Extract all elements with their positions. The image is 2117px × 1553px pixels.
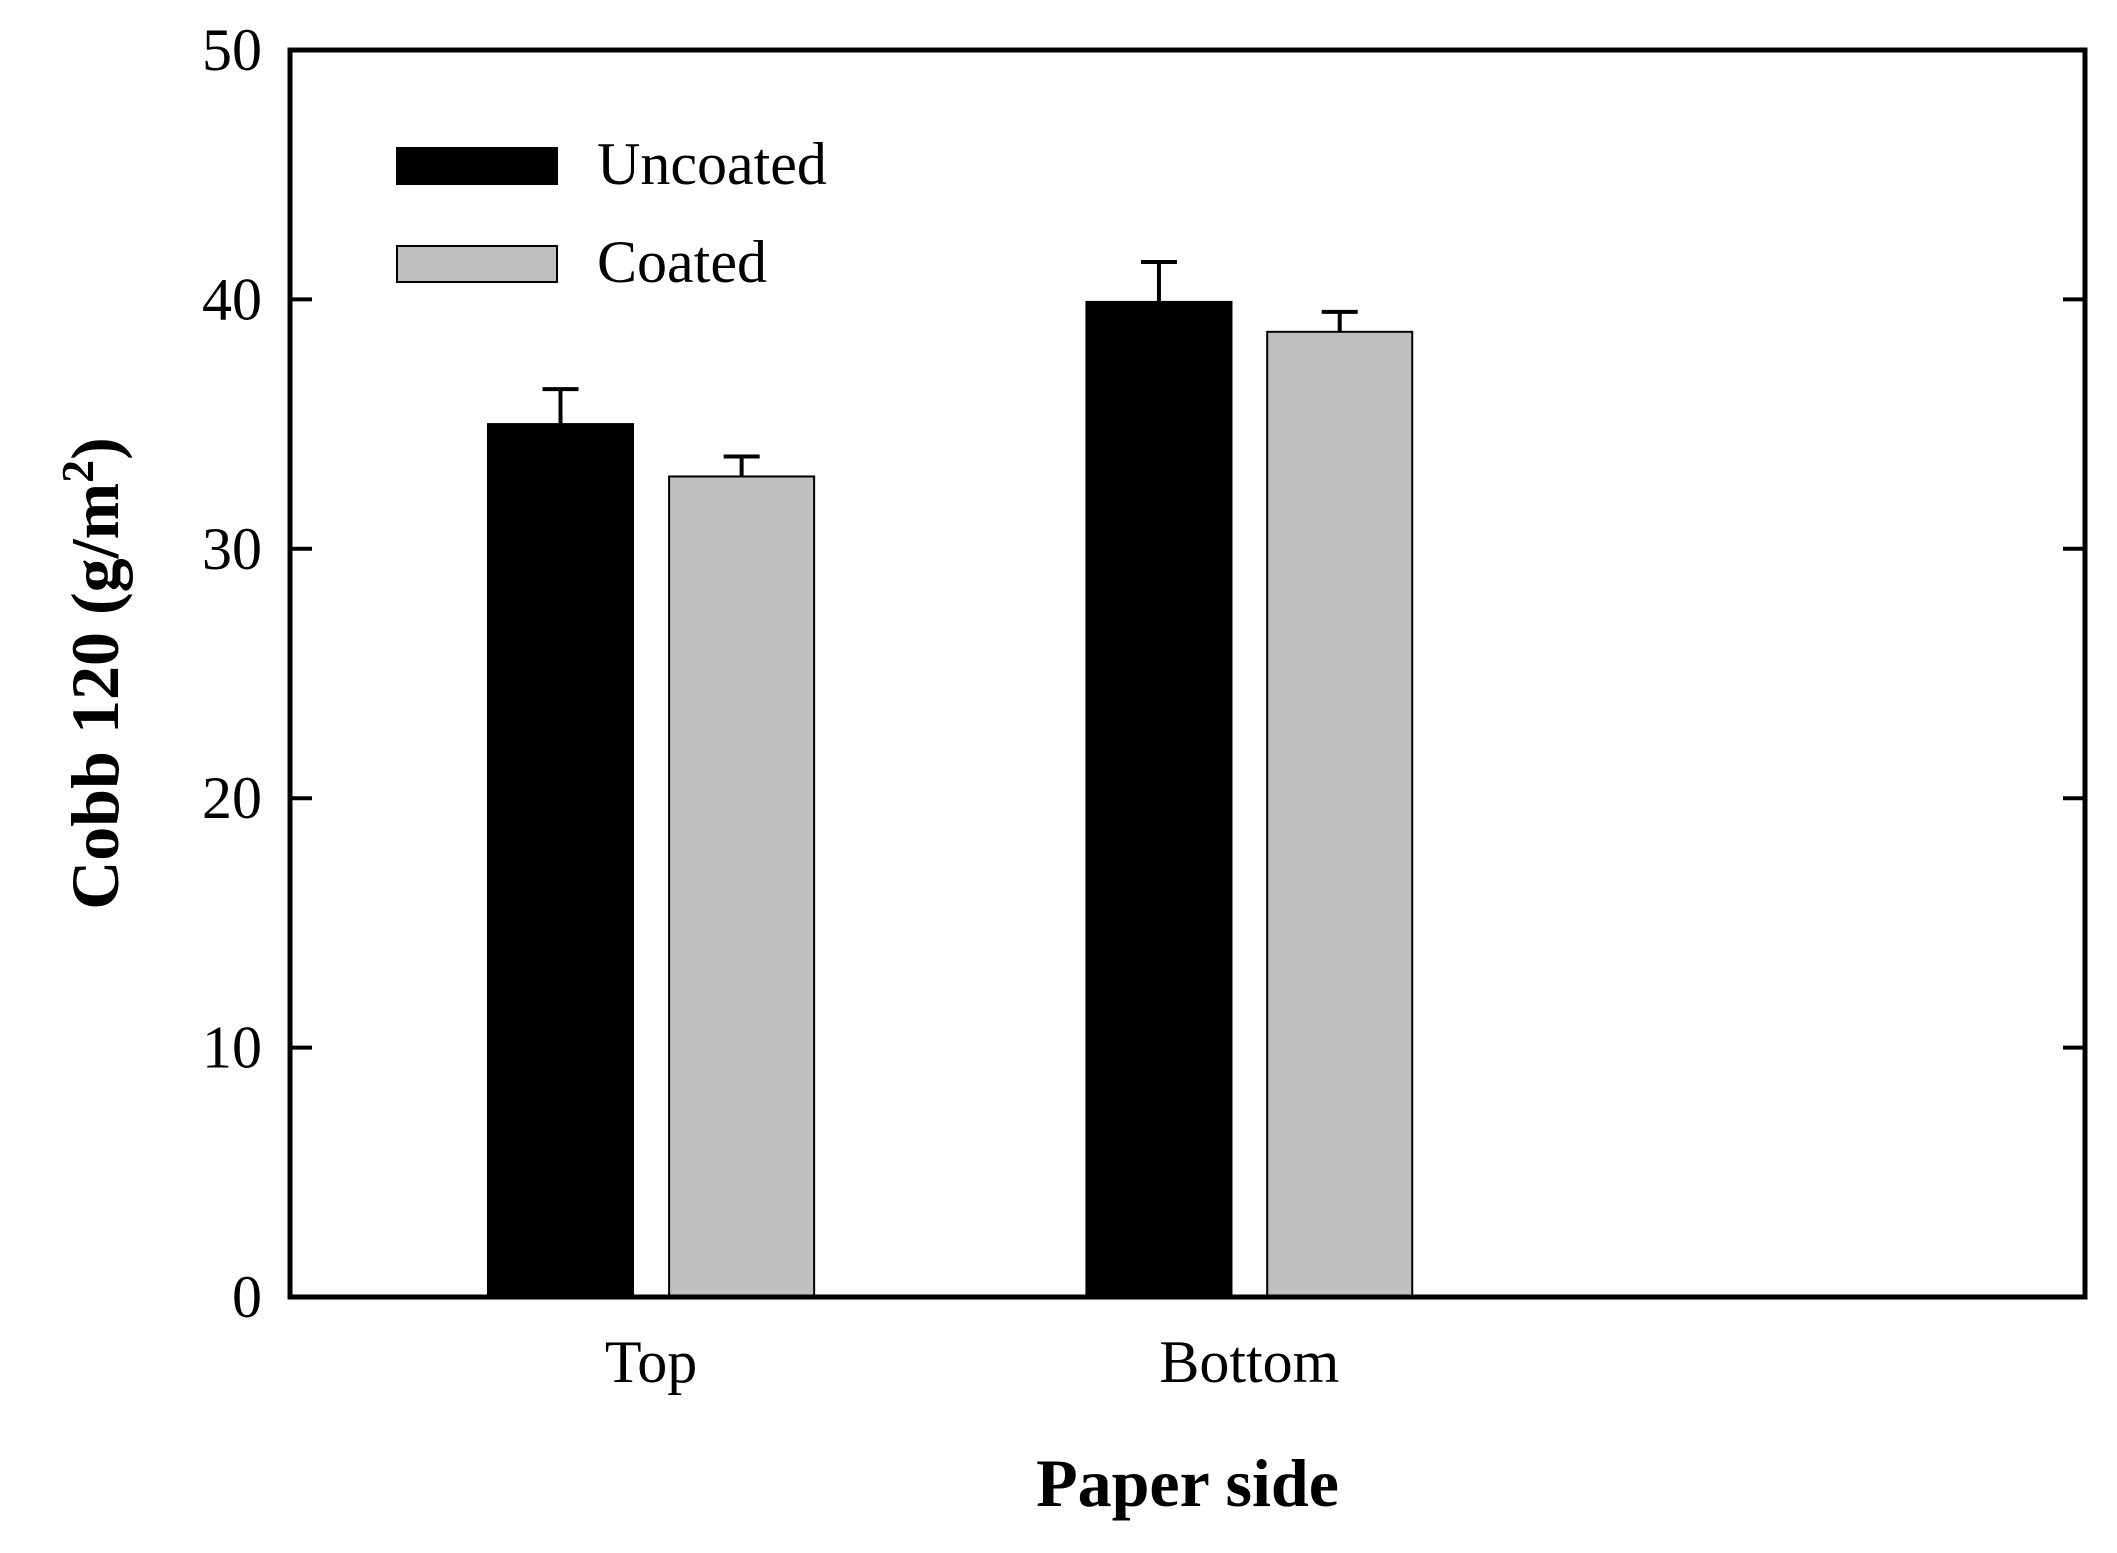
bar-uncoated-top	[486, 423, 635, 1299]
y-tick-label: 10	[202, 1015, 262, 1081]
legend-swatch-coated	[396, 245, 558, 283]
bars-layer	[486, 300, 1414, 1299]
bar-uncoated-bottom	[1085, 300, 1233, 1299]
plot-frame	[287, 47, 2088, 1300]
y-axis-title-superscript: 2	[52, 460, 103, 483]
legend-label-uncoated: Uncoated	[597, 131, 827, 197]
ticks-layer: 0 10 20 30 40 50 Top Bottom	[202, 17, 2085, 1395]
legend: Uncoated Coated	[396, 131, 827, 295]
legend-label-coated: Coated	[597, 229, 767, 295]
x-tick-label: Bottom	[1159, 1329, 1339, 1395]
x-axis-title: Paper side	[1036, 1445, 1339, 1521]
y-axis-title-main: Cobb 120 (g/m	[57, 483, 133, 910]
y-tick-label: 20	[202, 765, 262, 831]
y-tick-label: 40	[202, 266, 262, 332]
y-axis-title: Cobb 120 (g/m2)	[52, 437, 134, 910]
y-tick-label: 30	[202, 516, 262, 582]
y-tick-label: 0	[232, 1264, 262, 1330]
x-tick-label: Top	[605, 1329, 697, 1395]
legend-swatch-uncoated	[396, 147, 558, 185]
error-bars-layer	[542, 259, 1358, 477]
bar-coated-top	[668, 475, 816, 1298]
y-tick-label: 50	[202, 17, 262, 83]
bar-coated-bottom	[1266, 330, 1414, 1298]
y-axis-title-close: )	[57, 437, 133, 460]
